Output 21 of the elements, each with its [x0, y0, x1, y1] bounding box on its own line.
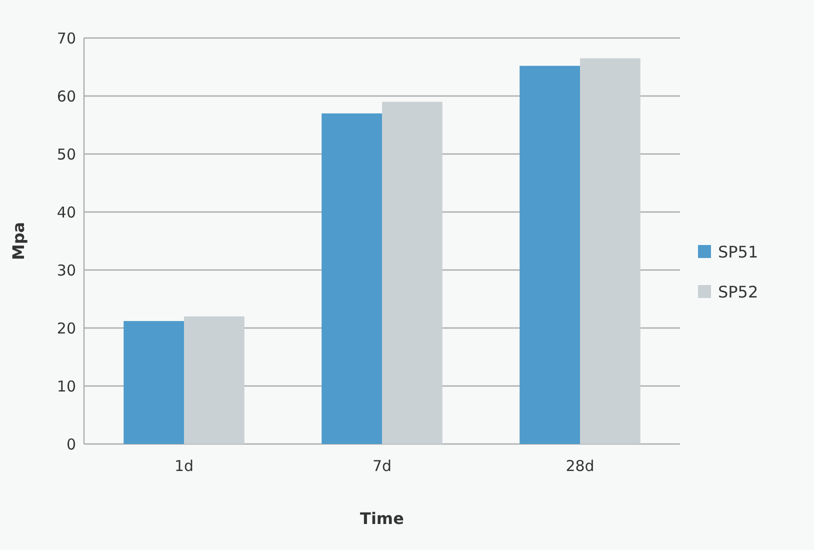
bar	[322, 113, 382, 444]
y-tick-label: 50	[56, 145, 76, 164]
y-tick-label: 60	[56, 87, 76, 106]
y-tick-label: 10	[56, 377, 76, 396]
bar	[184, 316, 244, 444]
bar	[580, 58, 640, 444]
y-tick-label: 20	[56, 319, 76, 338]
y-axis-title: Mpa	[9, 222, 28, 260]
x-tick-label: 7d	[372, 457, 392, 475]
y-tick-label: 40	[56, 203, 76, 222]
y-tick-label: 30	[56, 261, 76, 280]
x-axis-title: Time	[360, 509, 404, 528]
bar	[382, 102, 442, 444]
x-tick-label: 1d	[174, 457, 194, 475]
x-tick-label: 28d	[566, 457, 594, 475]
legend-label: SP51	[718, 242, 758, 262]
bar	[124, 321, 184, 444]
bar	[520, 66, 580, 444]
y-tick-label: 70	[56, 29, 76, 48]
y-tick-label: 0	[66, 435, 76, 454]
legend-label: SP52	[718, 282, 758, 302]
